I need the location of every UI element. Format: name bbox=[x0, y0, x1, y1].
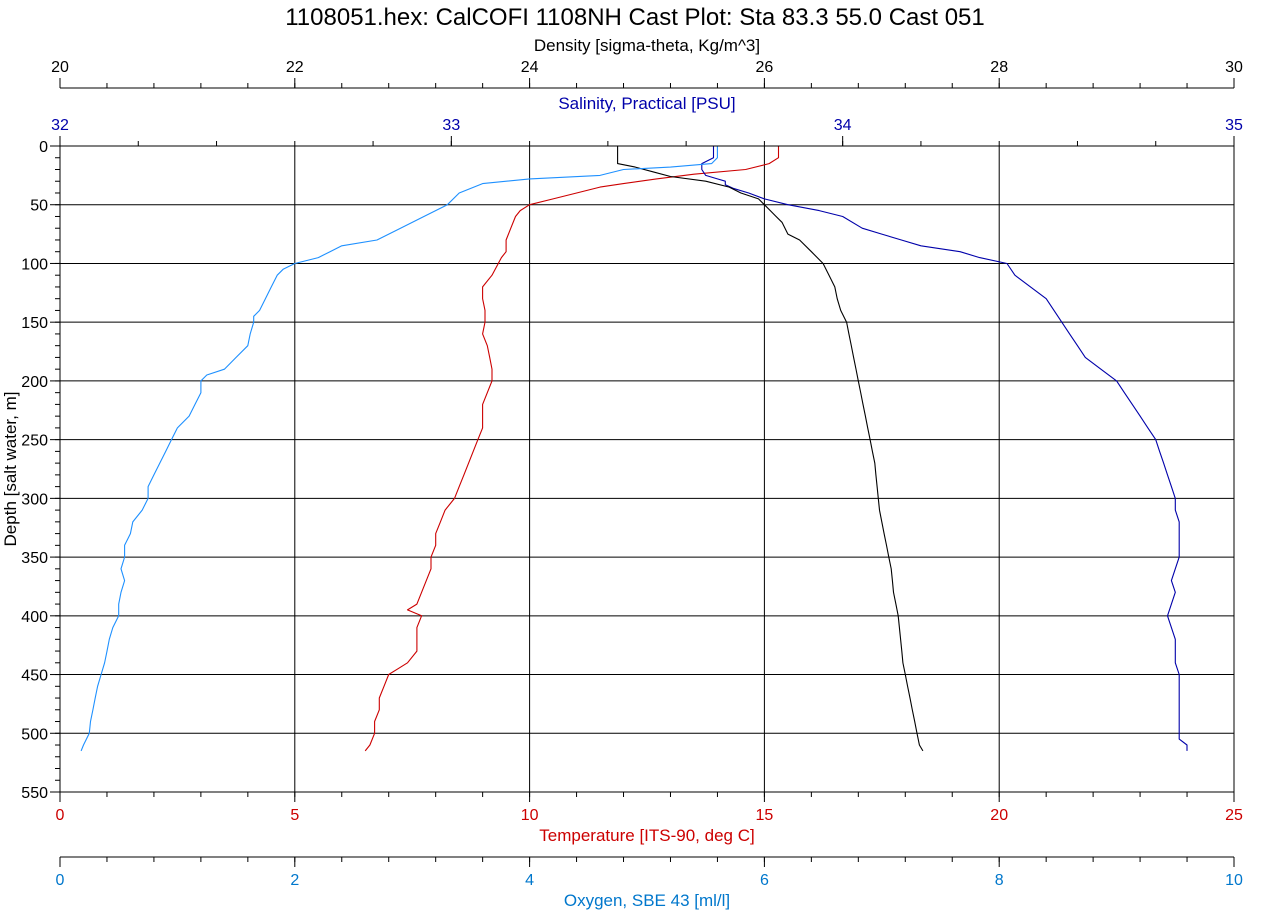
tick-label-salinity: 33 bbox=[442, 117, 460, 134]
tick-label-oxygen: 10 bbox=[1225, 872, 1243, 889]
y-tick-label: 150 bbox=[21, 315, 48, 332]
tick-label-oxygen: 8 bbox=[995, 872, 1004, 889]
tick-label-salinity: 32 bbox=[51, 117, 69, 134]
tick-label-temperature: 25 bbox=[1225, 807, 1243, 824]
axis-label-density: Density [sigma-theta, Kg/m^3] bbox=[534, 36, 760, 55]
series-lines bbox=[80, 146, 1188, 752]
y-tick-label: 50 bbox=[30, 198, 48, 215]
y-tick-label: 400 bbox=[21, 609, 48, 626]
tick-label-oxygen: 6 bbox=[760, 872, 769, 889]
y-tick-label: 350 bbox=[21, 550, 48, 567]
tick-label-density: 30 bbox=[1225, 59, 1243, 76]
tick-label-salinity: 34 bbox=[834, 117, 852, 134]
tick-label-density: 26 bbox=[756, 59, 774, 76]
tick-label-temperature: 10 bbox=[521, 807, 539, 824]
tick-label-oxygen: 2 bbox=[290, 872, 299, 889]
tick-label-density: 20 bbox=[51, 59, 69, 76]
axis-label-salinity: Salinity, Practical [PSU] bbox=[558, 94, 735, 113]
y-tick-label: 0 bbox=[39, 139, 48, 156]
tick-label-density: 28 bbox=[990, 59, 1008, 76]
tick-label-oxygen: 0 bbox=[56, 872, 65, 889]
chart-title: 1108051.hex: CalCOFI 1108NH Cast Plot: S… bbox=[285, 4, 985, 31]
y-tick-label: 300 bbox=[21, 491, 48, 508]
tick-label-salinity: 35 bbox=[1225, 117, 1243, 134]
y-tick-label: 100 bbox=[21, 256, 48, 273]
series-line-density bbox=[617, 146, 924, 752]
y-axis-label: Depth [salt water, m] bbox=[1, 392, 20, 547]
axis-label-temperature: Temperature [ITS-90, deg C] bbox=[539, 826, 754, 845]
series-line-oxygen bbox=[80, 146, 718, 752]
y-tick-label: 450 bbox=[21, 668, 48, 685]
tick-label-density: 22 bbox=[286, 59, 304, 76]
tick-label-temperature: 15 bbox=[756, 807, 774, 824]
y-tick-label: 250 bbox=[21, 433, 48, 450]
y-tick-label: 500 bbox=[21, 726, 48, 743]
series-line-salinity bbox=[701, 146, 1188, 751]
tick-label-oxygen: 4 bbox=[525, 872, 534, 889]
y-tick-label: 550 bbox=[21, 785, 48, 802]
series-line-temperature bbox=[364, 146, 780, 752]
tick-label-temperature: 20 bbox=[990, 807, 1008, 824]
tick-label-temperature: 5 bbox=[290, 807, 299, 824]
y-tick-label: 200 bbox=[21, 374, 48, 391]
tick-label-temperature: 0 bbox=[56, 807, 65, 824]
tick-label-density: 24 bbox=[521, 59, 539, 76]
axis-label-oxygen: Oxygen, SBE 43 [ml/l] bbox=[564, 891, 730, 910]
